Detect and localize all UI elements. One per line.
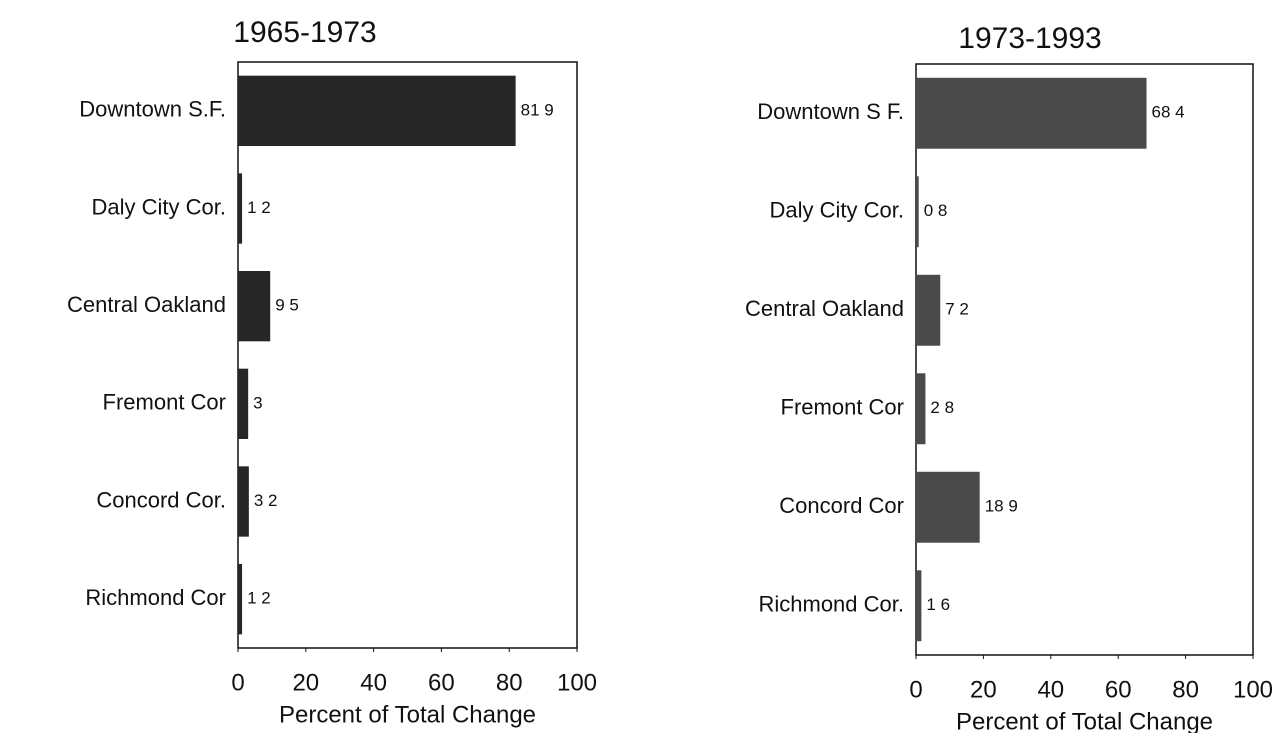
value-label: 18 9 [985,497,1018,516]
category-label: Daly City Cor. [92,194,226,219]
value-label: 9 5 [275,296,299,315]
x-tick-label: 0 [909,676,922,703]
value-label: 7 2 [945,300,969,319]
chart-title: 1965-1973 [233,16,376,49]
x-tick-label: 60 [1105,676,1132,703]
bar [238,173,243,244]
plot-frame [237,61,578,649]
x-tick-label: 80 [1172,676,1199,703]
chart-title: 1973-1993 [958,22,1101,55]
value-label: 1 6 [926,595,950,614]
category-label: Richmond Cor. [758,592,904,617]
x-axis-label: Percent of Total Change [279,701,536,728]
x-tick-label: 100 [557,669,597,696]
plot-frame [915,63,1254,656]
bar [916,570,922,642]
x-tick-label: 80 [496,669,523,696]
bar [916,176,919,248]
value-label: 1 2 [247,589,271,608]
category-label: Concord Cor. [96,487,226,512]
bar [916,77,1147,149]
bar [238,271,271,342]
category-label: Richmond Cor [85,585,226,610]
value-label: 2 8 [930,398,954,417]
category-label: Fremont Cor [103,390,226,415]
x-axis-label: Percent of Total Change [956,708,1213,733]
category-label: Central Oakland [745,296,904,321]
x-tick-label: 40 [1037,676,1064,703]
x-tick-label: 100 [1233,676,1273,703]
bar [916,373,926,445]
category-label: Fremont Cor [781,395,904,420]
value-label: 0 8 [924,201,948,220]
x-tick-label: 20 [970,676,997,703]
category-label: Downtown S.F. [79,97,226,122]
bar [238,466,249,537]
bar [916,471,980,543]
bar [916,274,941,346]
value-label: 3 [253,393,262,412]
value-label: 68 4 [1152,103,1185,122]
value-label: 1 2 [247,198,271,217]
category-label: Concord Cor [779,493,904,518]
x-tick-label: 40 [360,669,387,696]
value-label: 81 9 [521,100,554,119]
x-tick-label: 20 [292,669,319,696]
bar [238,75,516,146]
bar [238,368,249,439]
category-label: Downtown S F. [757,99,904,124]
category-label: Daly City Cor. [770,198,904,223]
category-label: Central Oakland [67,292,226,317]
x-tick-label: 60 [428,669,455,696]
value-label: 3 2 [254,491,278,510]
bar [238,564,243,635]
x-tick-label: 0 [231,669,244,696]
